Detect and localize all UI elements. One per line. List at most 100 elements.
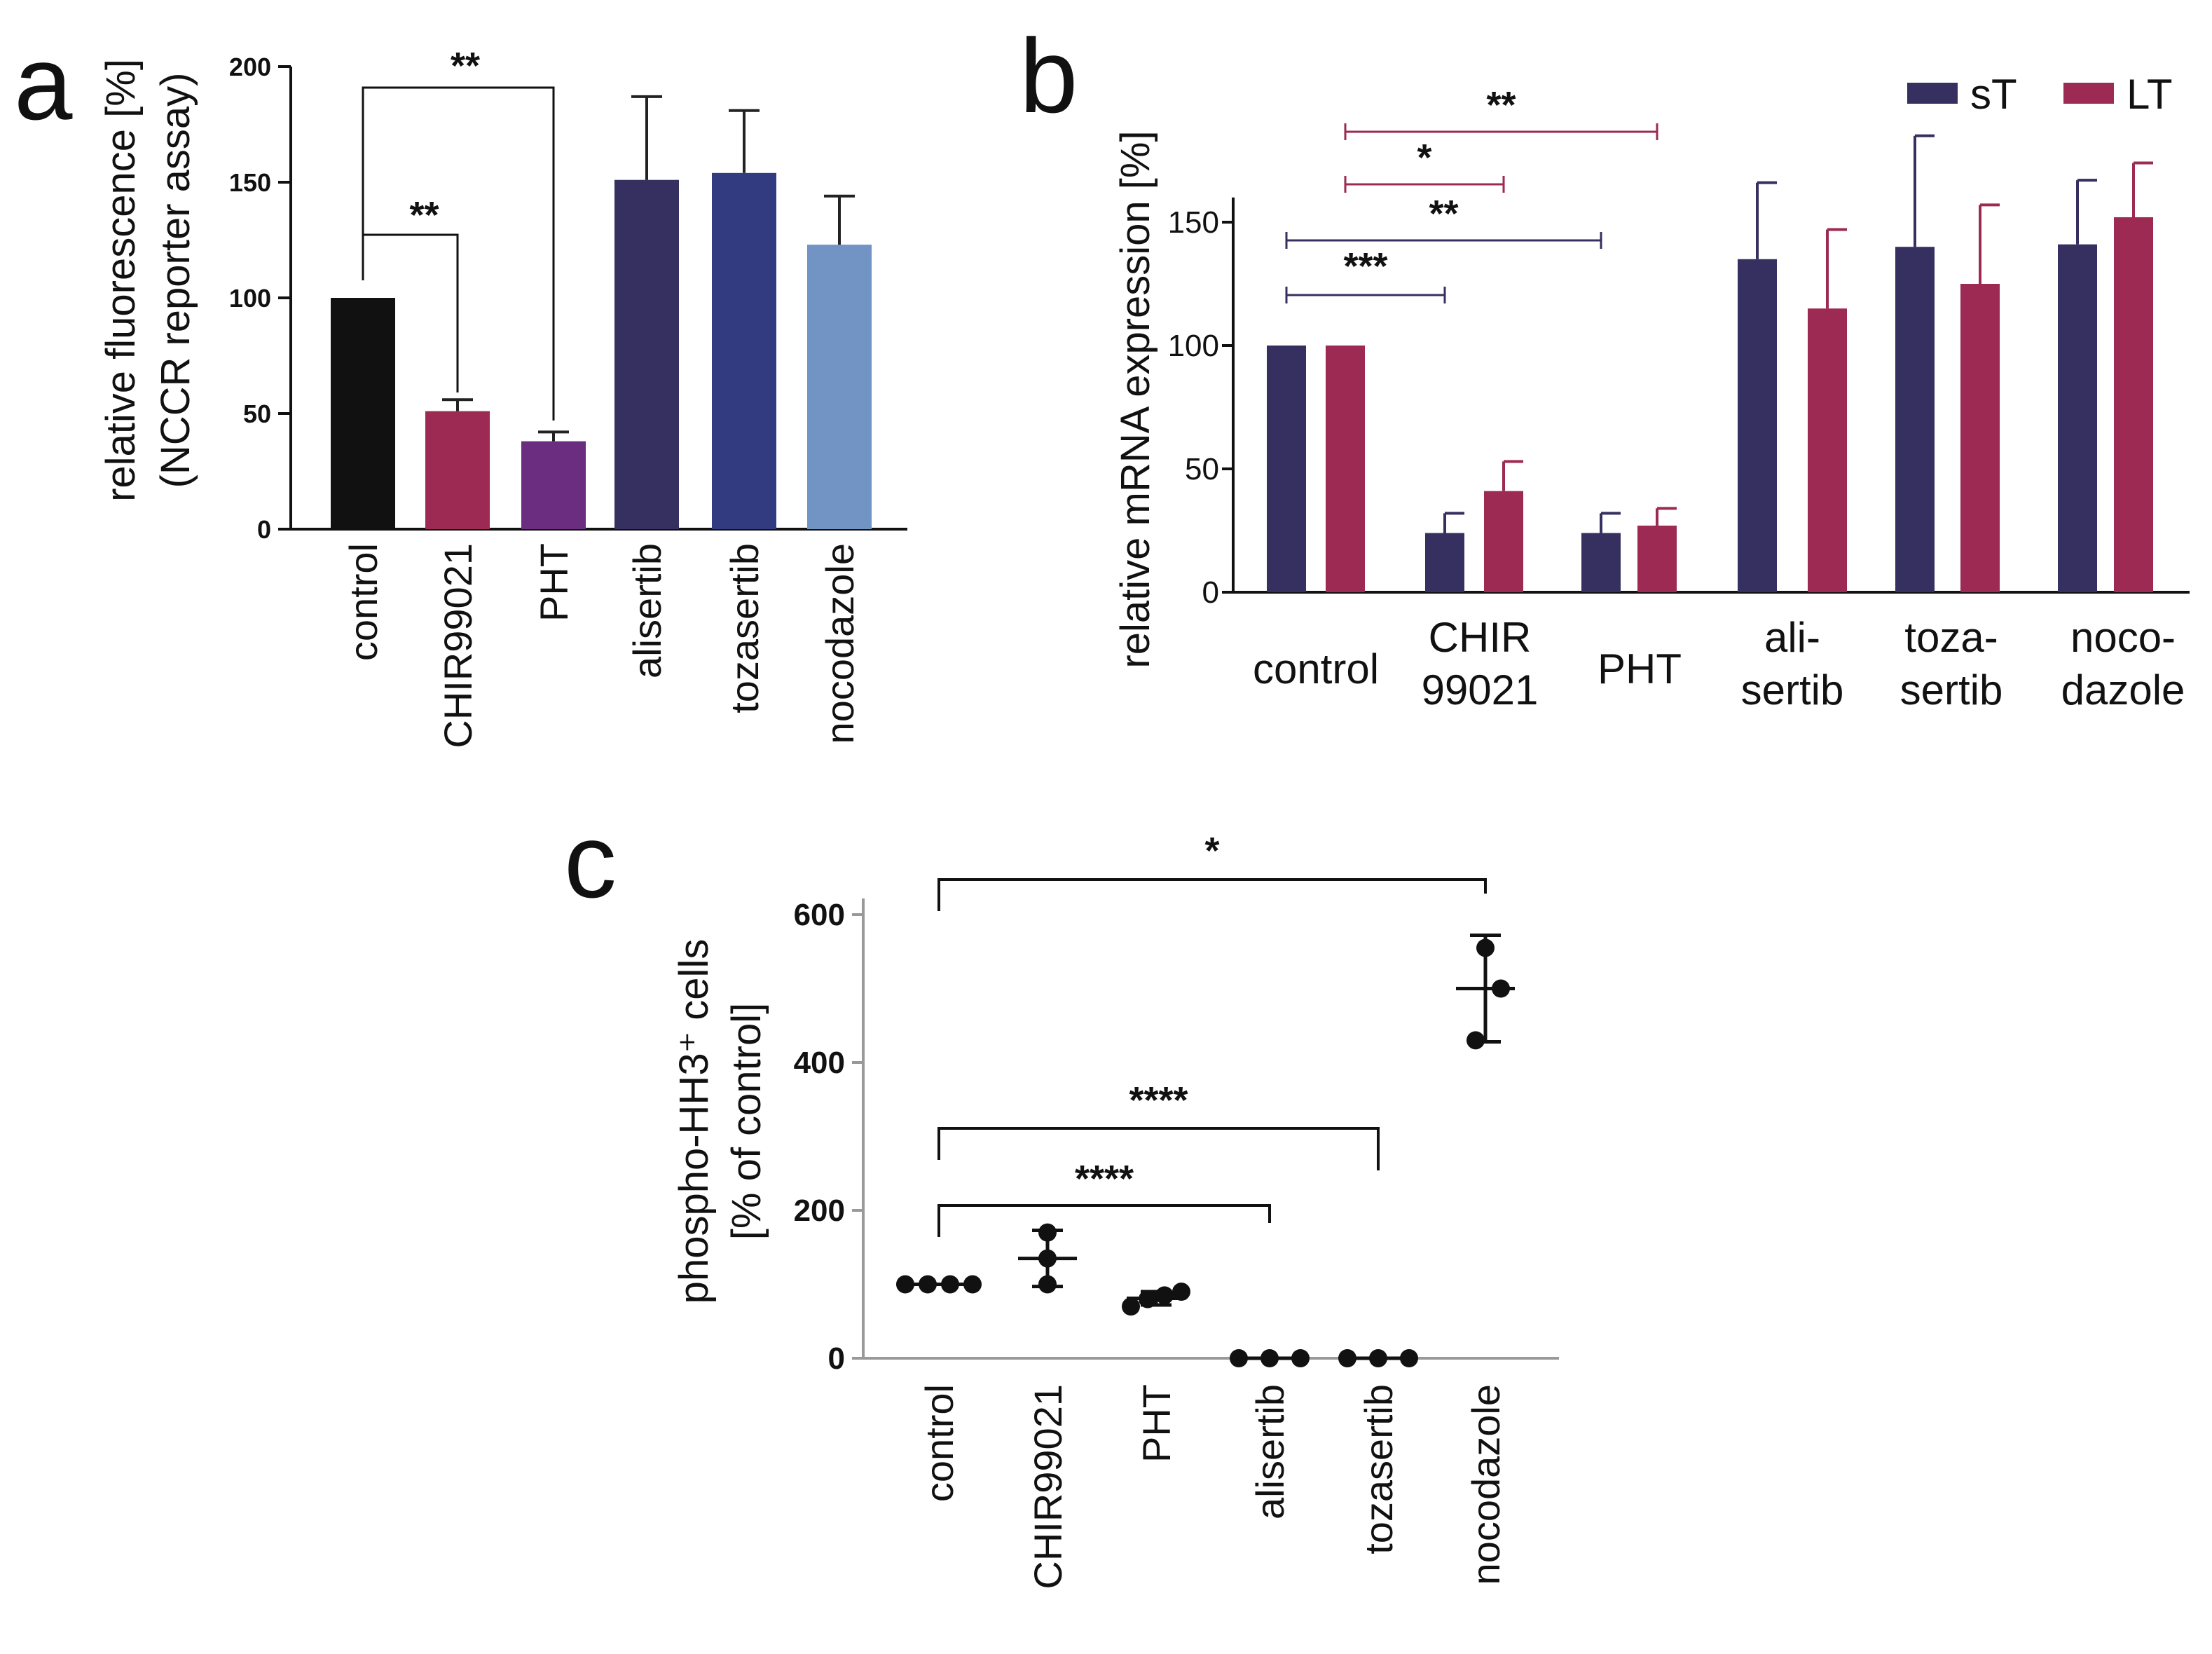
data-point-c (941, 1275, 959, 1294)
significance-label-a: ** (451, 45, 480, 87)
y-tick-label-c: 600 (794, 898, 845, 932)
category-label-b: CHIR (1429, 614, 1532, 661)
data-point-c (1038, 1249, 1057, 1268)
category-label-b: dazole (2061, 667, 2185, 713)
y-tick-label-c: 400 (794, 1046, 845, 1080)
category-label-b: noco- (2070, 614, 2176, 661)
category-label-c: alisertib (1248, 1384, 1292, 1519)
category-label-c: PHT (1134, 1384, 1179, 1463)
data-point-c (1476, 938, 1495, 957)
y-tick-label-a: 100 (229, 284, 271, 313)
bar-b-LT (1960, 284, 2000, 592)
legend-swatch-sT (1907, 83, 1958, 104)
significance-label-b: ** (1486, 84, 1516, 126)
category-label-a: CHIR99021 (436, 543, 480, 749)
data-point-c (1260, 1349, 1279, 1367)
data-point-c (1230, 1349, 1248, 1367)
category-label-a: control (341, 543, 385, 661)
category-label-b: 99021 (1422, 667, 1539, 713)
panel-b: relative mRNA expression [%] sT LT 0 50 10… (1113, 71, 2190, 713)
bar-a (614, 179, 679, 529)
ylabel-b: relative mRNA expression [%] (1113, 130, 1158, 668)
category-label-b: toza- (1904, 614, 1998, 661)
data-point-c (1155, 1286, 1174, 1305)
legend-label-LT: LT (2127, 71, 2173, 118)
bar-b-LT (1326, 346, 1365, 592)
y-tick-label-a: 150 (229, 168, 271, 197)
data-point-c (1038, 1223, 1057, 1242)
significance-label-c: **** (1129, 1079, 1188, 1121)
significance-label-b: ** (1429, 193, 1458, 235)
y-tick-label-a: 200 (229, 53, 271, 81)
category-label-a: PHT (532, 543, 576, 622)
panel-a: relative fluorescence [%] (NCCR reporter… (98, 45, 907, 749)
bar-b-sT (1895, 247, 1935, 592)
category-label-c: control (917, 1384, 961, 1502)
category-label-c: CHIR99021 (1026, 1384, 1070, 1590)
significance-label-b: *** (1343, 245, 1387, 287)
category-label-a: nocodazole (818, 543, 862, 744)
y-tick-label-c: 200 (794, 1194, 845, 1228)
ylabel-a-line1: relative fluorescence [%] (98, 59, 144, 502)
panel-letter-b: b (1019, 17, 1078, 135)
data-point-c (1466, 1031, 1485, 1050)
bar-a (331, 298, 395, 529)
ylabel-c-line2: [% of control] (724, 1003, 769, 1240)
ylabel-a-line2: (NCCR reporter assay) (153, 73, 198, 488)
bar-b-sT (2058, 244, 2097, 592)
bar-a (425, 411, 490, 529)
data-point-c (1172, 1283, 1190, 1301)
significance-label-a: ** (409, 194, 439, 236)
significance-bracket-c (937, 1204, 1271, 1237)
bar-b-LT (1637, 525, 1677, 592)
bar-a (807, 245, 872, 529)
bar-b-sT (1581, 533, 1621, 592)
bar-b-sT (1738, 259, 1777, 592)
category-label-b: ali- (1764, 614, 1820, 661)
data-point-c (1291, 1349, 1310, 1367)
bar-b-LT (1484, 491, 1523, 592)
panel-letter-a: a (14, 24, 73, 142)
y-tick-label-b: 0 (1202, 575, 1219, 610)
bar-b-LT (1808, 308, 1847, 592)
y-tick-label-b: 100 (1168, 329, 1219, 363)
data-point-c (1338, 1349, 1356, 1367)
data-point-c (1492, 979, 1510, 998)
data-point-c (919, 1275, 937, 1294)
category-label-c: nocodazole (1464, 1384, 1508, 1585)
panel-c: phospho-HH3⁺ cells [% of control] 0 200 40… (671, 830, 1559, 1590)
significance-label-c: * (1204, 830, 1219, 872)
legend-swatch-LT (2063, 83, 2114, 104)
y-tick-label-a: 50 (243, 399, 271, 428)
significance-bracket-a (362, 86, 555, 421)
data-point-c (1369, 1349, 1387, 1367)
significance-bracket-c (937, 1127, 1380, 1170)
data-point-c (1139, 1290, 1157, 1308)
bar-b-sT (1267, 346, 1306, 592)
category-label-b: control (1253, 645, 1379, 692)
bar-a (521, 441, 586, 529)
legend-label-sT: sT (1970, 71, 2017, 118)
data-point-c (1038, 1275, 1057, 1294)
y-tick-label-c: 0 (828, 1341, 845, 1376)
y-tick-label-b: 50 (1185, 452, 1219, 486)
bar-b-LT (2114, 217, 2153, 593)
category-label-b: PHT (1598, 645, 1682, 692)
data-point-c (1400, 1349, 1418, 1367)
panel-letter-c: c (564, 802, 617, 920)
significance-label-c: **** (1075, 1158, 1134, 1200)
data-point-c (896, 1275, 914, 1294)
y-tick-label-a: 0 (257, 515, 271, 544)
category-label-b: sertib (1741, 667, 1844, 713)
category-label-a: alisertib (625, 543, 669, 678)
data-point-c (963, 1275, 982, 1294)
category-label-b: sertib (1900, 667, 2003, 713)
significance-bracket-c (937, 878, 1487, 911)
category-label-a: tozasertib (722, 543, 767, 713)
bar-b-sT (1425, 533, 1464, 592)
bar-a (712, 172, 776, 530)
significance-label-b: * (1417, 137, 1431, 179)
category-label-c: tozasertib (1356, 1384, 1401, 1554)
data-point-c (1122, 1297, 1140, 1316)
